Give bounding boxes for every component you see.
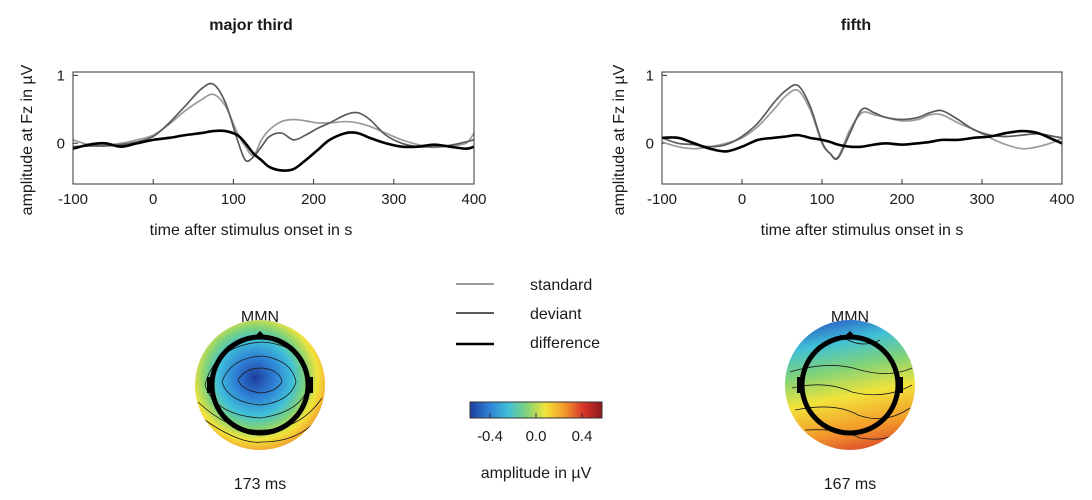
ear-right: [896, 377, 903, 393]
ear-left: [207, 377, 214, 393]
colorbar-label: amplitude in µV: [481, 465, 592, 482]
plot-frame: [72, 71, 475, 185]
series-line-difference: [72, 129, 475, 172]
legend: standard deviant difference: [456, 277, 600, 352]
topomap-fifth: MMN 167 ms: [785, 309, 915, 493]
colorbar: -0.4 0.0 0.4 amplitude in µV: [469, 401, 603, 482]
chart-title: fifth: [841, 17, 871, 34]
x-tick-label: 200: [301, 191, 326, 208]
y-tick-label: 1: [57, 67, 65, 84]
legend-label-difference: difference: [530, 335, 600, 352]
x-tick-label: 300: [969, 191, 994, 208]
colorbar-tick-label: 0.4: [572, 428, 593, 445]
x-tick-label: -100: [647, 191, 677, 208]
topomap-field: [785, 320, 915, 450]
chart-major-third: major third amplitude at Fz in µV time a…: [19, 17, 487, 239]
series-line-standard: [661, 88, 1063, 160]
colorbar-tick-label: 0.0: [526, 428, 547, 445]
topomap-time: 167 ms: [824, 476, 876, 493]
nose: [253, 331, 267, 338]
x-tick-label: 100: [809, 191, 834, 208]
topomap-time: 173 ms: [234, 476, 286, 493]
series-line-deviant: [72, 82, 475, 163]
legend-label-deviant: deviant: [530, 306, 582, 323]
colorbar-tick-label: -0.4: [477, 428, 503, 445]
x-tick-label: 0: [149, 191, 157, 208]
chart-fifth: fifth amplitude at Fz in µV time after s…: [611, 17, 1075, 239]
y-axis-label: amplitude at Fz in µV: [19, 64, 36, 215]
x-tick-label: -100: [58, 191, 88, 208]
legend-label-standard: standard: [530, 277, 592, 294]
y-axis-label: amplitude at Fz in µV: [611, 64, 628, 215]
x-tick-label: 200: [889, 191, 914, 208]
ear-right: [306, 377, 313, 393]
topomap-major-third: MMN 173 ms: [195, 309, 325, 493]
series-line-deviant: [661, 83, 1063, 161]
x-tick-label: 300: [381, 191, 406, 208]
plot-frame: [661, 71, 1063, 185]
y-tick-label: 0: [646, 135, 654, 152]
x-tick-label: 100: [221, 191, 246, 208]
series-line-standard: [72, 93, 475, 157]
ear-left: [797, 377, 804, 393]
y-tick-label: 0: [57, 135, 65, 152]
chart-title: major third: [209, 17, 293, 34]
nose: [843, 331, 857, 338]
series-line-difference: [661, 129, 1063, 153]
x-tick-label: 400: [461, 191, 486, 208]
x-tick-label: 0: [738, 191, 746, 208]
x-tick-label: 400: [1049, 191, 1074, 208]
x-axis-label: time after stimulus onset in s: [761, 222, 964, 239]
y-tick-label: 1: [646, 67, 654, 84]
x-axis-label: time after stimulus onset in s: [150, 222, 353, 239]
